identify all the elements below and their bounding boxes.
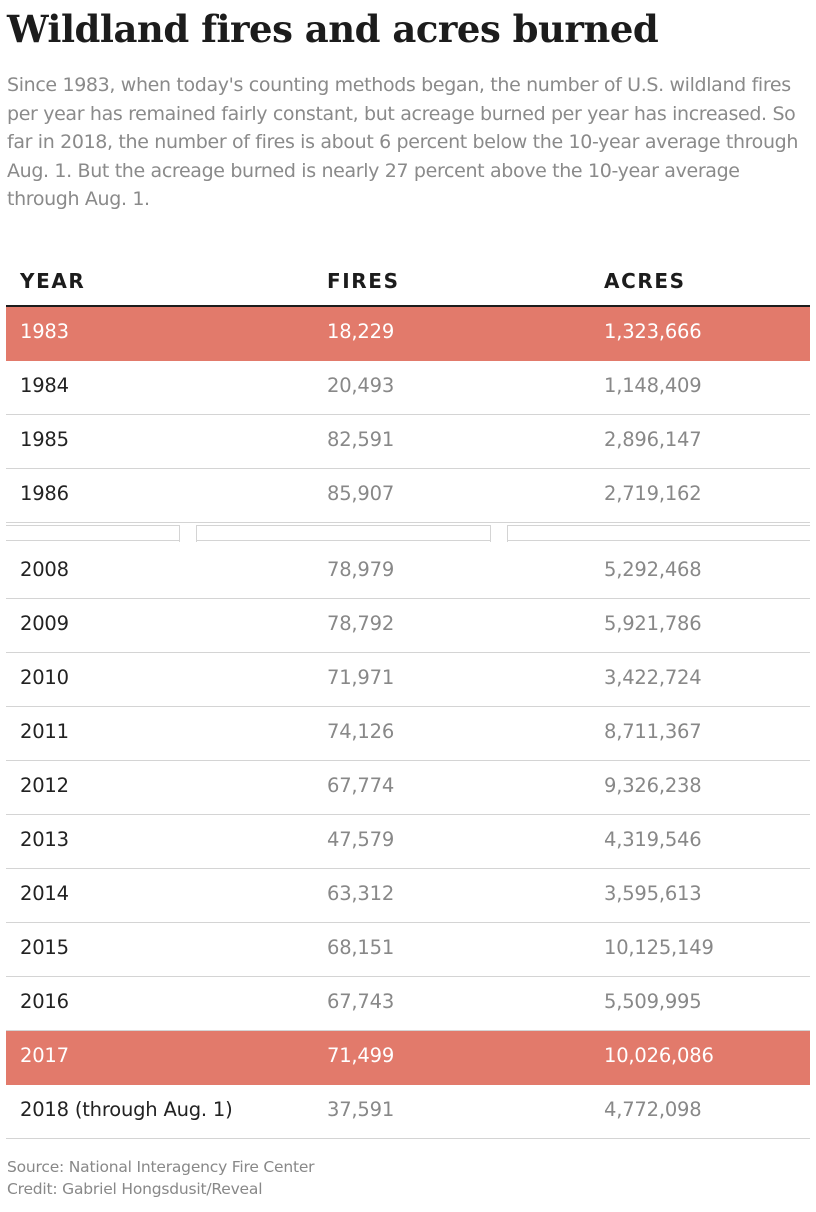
fires-table: YEAR FIRES ACRES 1983 18,229 1,323,666 1984…: [6, 259, 810, 1139]
cell-acres: 4,319,546: [604, 828, 702, 851]
table-row: 1985 82,591 2,896,147: [6, 415, 810, 469]
cell-fires: 67,774: [327, 774, 395, 797]
cell-fires: 18,229: [327, 320, 395, 343]
cell-year: 2009: [20, 612, 69, 635]
table-row: 2013 47,579 4,319,546: [6, 815, 810, 869]
table-row: 2009 78,792 5,921,786: [6, 599, 810, 653]
cell-acres: 3,422,724: [604, 666, 702, 689]
chart-subtitle: Since 1983, when today's counting method…: [7, 74, 799, 210]
cell-acres: 1,148,409: [604, 374, 702, 397]
cell-year: 2011: [20, 720, 69, 743]
table-row: 2010 71,971 3,422,724: [6, 653, 810, 707]
cell-fires: 71,971: [327, 666, 395, 689]
cell-fires: 63,312: [327, 882, 395, 905]
cell-year: 2012: [20, 774, 69, 797]
cell-acres: 5,509,995: [604, 990, 702, 1013]
cell-acres: 4,772,098: [604, 1098, 702, 1121]
table-header: YEAR FIRES ACRES: [6, 259, 810, 307]
chart-title: Wildland fires and acres burned: [7, 7, 659, 51]
cell-fires: 78,792: [327, 612, 395, 635]
table-row: 2018 (through Aug. 1) 37,591 4,772,098: [6, 1085, 810, 1139]
table-body-bottom: 2008 78,979 5,292,468 2009 78,792 5,921,786 20…: [6, 545, 810, 1139]
table-row: 2012 67,774 9,326,238: [6, 761, 810, 815]
table-row: 2015 68,151 10,125,149: [6, 923, 810, 977]
cell-fires: 37,591: [327, 1098, 395, 1121]
cell-year: 2010: [20, 666, 69, 689]
cell-fires: 20,493: [327, 374, 395, 397]
cell-acres: 10,125,149: [604, 936, 714, 959]
cell-year: 2015: [20, 936, 69, 959]
cell-acres: 3,595,613: [604, 882, 702, 905]
table-break: [6, 523, 810, 542]
cell-fires: 71,499: [327, 1044, 395, 1067]
cell-acres: 8,711,367: [604, 720, 702, 743]
table-row: 2017 71,499 10,026,086: [6, 1031, 810, 1085]
table-row: 2016 67,743 5,509,995: [6, 977, 810, 1031]
column-header-fires: FIRES: [327, 269, 400, 293]
table-break-segment: [507, 525, 810, 542]
cell-fires: 47,579: [327, 828, 395, 851]
credit-note: Credit: Gabriel Hongsdusit/Reveal: [7, 1180, 263, 1198]
cell-year: 1984: [20, 374, 69, 397]
cell-acres: 5,921,786: [604, 612, 702, 635]
cell-fires: 82,591: [327, 428, 395, 451]
column-header-acres: ACRES: [604, 269, 686, 293]
cell-fires: 67,743: [327, 990, 395, 1013]
cell-year: 2013: [20, 828, 69, 851]
cell-acres: 5,292,468: [604, 558, 702, 581]
cell-fires: 74,126: [327, 720, 395, 743]
cell-year: 2017: [20, 1044, 69, 1067]
cell-year: 1985: [20, 428, 69, 451]
table-row: 2011 74,126 8,711,367: [6, 707, 810, 761]
table-row: 2008 78,979 5,292,468: [6, 545, 810, 599]
cell-acres: 9,326,238: [604, 774, 702, 797]
chart-footer: Source: National Interagency Fire Center…: [7, 1156, 315, 1200]
cell-year: 1983: [20, 320, 69, 343]
cell-year: 2016: [20, 990, 69, 1013]
table-break-segment: [196, 525, 491, 542]
table-row: 2014 63,312 3,595,613: [6, 869, 810, 923]
cell-acres: 2,896,147: [604, 428, 702, 451]
cell-acres: 10,026,086: [604, 1044, 714, 1067]
table-body-top: 1983 18,229 1,323,666 1984 20,493 1,148,409 19…: [6, 307, 810, 523]
cell-year: 2008: [20, 558, 69, 581]
cell-year: 2014: [20, 882, 69, 905]
cell-fires: 85,907: [327, 482, 395, 505]
source-note: Source: National Interagency Fire Center: [7, 1158, 315, 1176]
cell-year: 2018 (through Aug. 1): [20, 1098, 233, 1121]
cell-fires: 68,151: [327, 936, 395, 959]
cell-acres: 2,719,162: [604, 482, 702, 505]
cell-fires: 78,979: [327, 558, 395, 581]
table-row: 1984 20,493 1,148,409: [6, 361, 810, 415]
table-row: 1983 18,229 1,323,666: [6, 307, 810, 361]
table-break-segment: [6, 525, 180, 542]
column-header-year: YEAR: [20, 269, 86, 293]
table-row: 1986 85,907 2,719,162: [6, 469, 810, 523]
cell-year: 1986: [20, 482, 69, 505]
cell-acres: 1,323,666: [604, 320, 702, 343]
